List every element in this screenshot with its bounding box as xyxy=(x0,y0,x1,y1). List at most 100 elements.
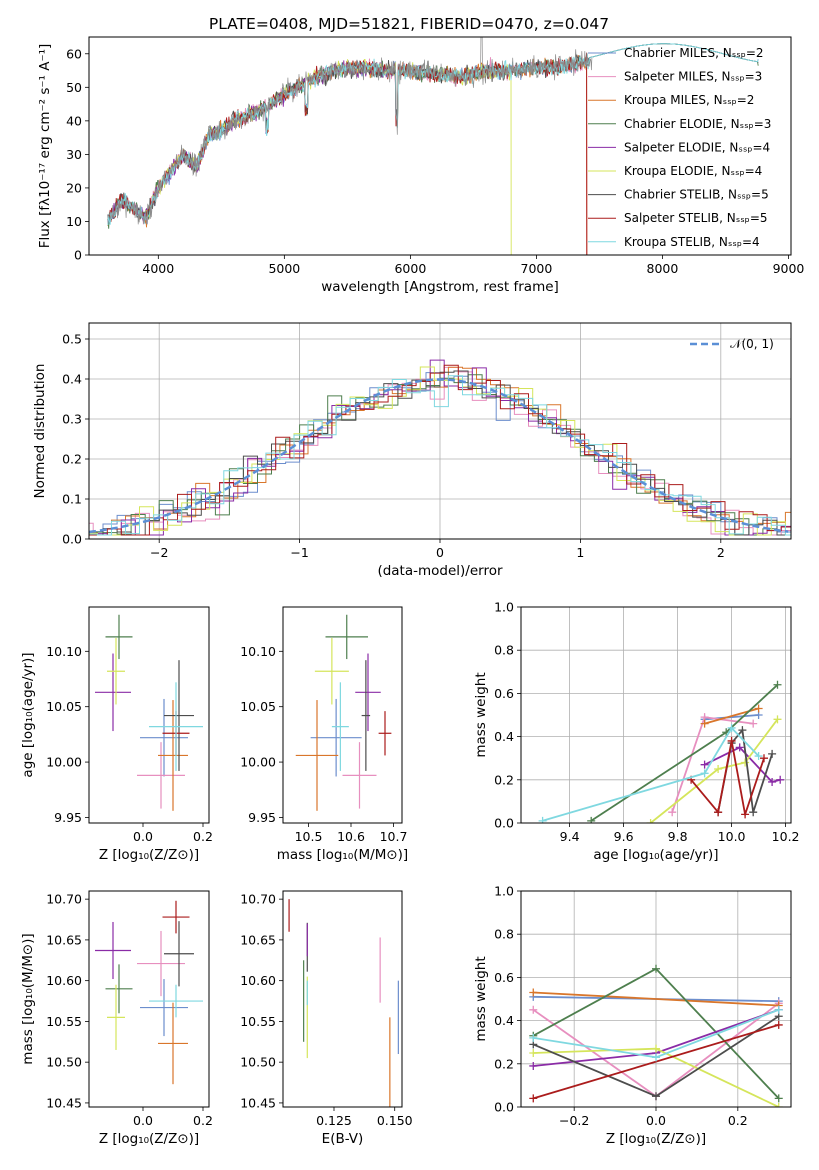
weight-marker xyxy=(768,749,777,758)
y-tick-label: 10.45 xyxy=(46,1095,82,1110)
x-axis-label: wavelength [Angstrom, rest frame] xyxy=(321,279,559,295)
y-tick-label: 10 xyxy=(66,214,82,229)
legend-label: Kroupa ELODIE, Nₛₛₚ=4 xyxy=(624,164,762,178)
chart-title: PLATE=0408, MJD=51821, FIBERID=0470, z=0… xyxy=(209,15,609,33)
y-tick-label: 50 xyxy=(66,80,82,95)
y-tick-label: 10.65 xyxy=(46,932,82,947)
axes-frame xyxy=(520,890,792,1108)
x-tick-label: 9.6 xyxy=(614,829,634,844)
x-tick-label: 10.5 xyxy=(295,829,323,844)
observed-spectrum xyxy=(107,37,593,225)
weight-marker xyxy=(700,719,709,728)
y-tick-label: 10.70 xyxy=(240,892,276,907)
x-tick-label: 2 xyxy=(717,545,725,560)
weight-marker xyxy=(774,1020,783,1029)
panel-mass_vs_ebv: 0.125 0.150 10.45 10.50 10.55 10.60 10.65 10.70… xyxy=(240,890,413,1147)
legend-label: Chabrier STELIB, Nₛₛₚ=5 xyxy=(624,188,769,202)
error-bars xyxy=(95,614,203,811)
y-tick-label: 0.0 xyxy=(62,532,82,547)
x-tick-label: 0.0 xyxy=(133,829,153,844)
x-axis-label: E(B-V) xyxy=(322,1131,364,1147)
y-tick-label: 0.4 xyxy=(494,729,514,744)
weight-marker xyxy=(774,1103,783,1107)
y-axis-label: mass [log₁₀(M/M⊙)] xyxy=(20,933,36,1064)
weight-marker xyxy=(529,1094,538,1103)
y-tick-label: 10.45 xyxy=(240,1095,276,1110)
weight-marker xyxy=(754,752,763,761)
y-tick-label: 0.4 xyxy=(494,1013,514,1028)
weight-marker xyxy=(727,723,736,732)
x-tick-label: 9000 xyxy=(773,261,805,276)
error-bars xyxy=(288,899,399,1107)
x-tick-label: 0.150 xyxy=(377,1113,413,1128)
y-axis-label: Normed distribution xyxy=(32,364,48,499)
weight-marker xyxy=(529,1061,538,1070)
histogram-salpeter-stelib xyxy=(89,364,791,536)
weight-line-kroupa-miles xyxy=(533,991,779,1007)
y-tick-label: 0.2 xyxy=(494,772,514,787)
weight-line-salpeter-elodie xyxy=(704,746,781,784)
x-tick-label: 10.7 xyxy=(380,829,408,844)
y-tick-label: 0.0 xyxy=(494,816,514,831)
y-tick-label: 10.00 xyxy=(46,755,82,770)
weight-marker xyxy=(529,988,538,997)
y-tick-label: 0.3 xyxy=(62,412,82,427)
weight-marker xyxy=(735,743,744,752)
legend-label: Chabrier MILES, Nₛₛₚ=2 xyxy=(624,46,764,60)
x-tick-label: −1 xyxy=(290,545,308,560)
y-tick-label: 0.1 xyxy=(62,492,82,507)
weight-marker xyxy=(773,715,782,724)
x-tick-label: 0 xyxy=(436,545,444,560)
panel-mass_vs_Z: 0.0 0.2 10.45 10.50 10.55 10.60 10.65 10.70 Z [l… xyxy=(20,890,213,1147)
model-spectrum-kroupa-miles xyxy=(107,54,588,255)
axes-frame xyxy=(88,890,210,1108)
weight-marker xyxy=(727,736,736,745)
legend-label: Salpeter MILES, Nₛₛₚ=3 xyxy=(624,70,762,84)
weight-marker xyxy=(760,754,768,763)
y-tick-label: 0.5 xyxy=(62,332,82,347)
axes-frame xyxy=(282,890,403,1108)
axes-frame xyxy=(88,36,792,256)
weight-marker xyxy=(529,1049,538,1057)
weight-marker xyxy=(652,1044,660,1053)
x-tick-label: 10.2 xyxy=(772,829,800,844)
x-tick-label: 0.0 xyxy=(133,1113,153,1128)
weight-marker xyxy=(774,1005,783,1014)
y-tick-label: 20 xyxy=(66,180,82,195)
y-tick-label: 0 xyxy=(74,248,82,263)
x-tick-label: −2 xyxy=(150,545,168,560)
y-tick-label: 10.55 xyxy=(46,1014,82,1029)
weight-line-kroupa-elodie xyxy=(650,718,779,823)
axes-frame xyxy=(88,606,210,824)
x-tick-label: 5000 xyxy=(268,261,300,276)
legend-label: Salpeter ELODIE, Nₛₛₚ=4 xyxy=(624,140,770,154)
y-tick-label: 40 xyxy=(66,113,82,128)
x-tick-label: 0.125 xyxy=(316,1113,352,1128)
x-tick-label: 1 xyxy=(576,545,584,560)
weight-marker xyxy=(529,1005,538,1014)
y-tick-label: 60 xyxy=(66,46,82,61)
y-axis-label: Flux [fλ10⁻¹⁷ erg cm⁻² s⁻¹ A⁻¹] xyxy=(37,44,53,249)
weight-marker xyxy=(738,726,747,735)
x-tick-label: 0.2 xyxy=(728,1113,748,1128)
error-bars xyxy=(95,900,203,1085)
y-tick-label: 9.95 xyxy=(248,810,276,825)
x-tick-label: −0.2 xyxy=(559,1113,589,1128)
y-tick-label: 0.6 xyxy=(494,686,514,701)
weight-line-kroupa-stelib xyxy=(542,726,760,822)
x-axis-label: mass [log₁₀(M/M⊙)] xyxy=(277,847,408,863)
x-axis-label: Z [log₁₀(Z/Z⊙)] xyxy=(99,847,199,863)
x-axis-label: (data-model)/error xyxy=(377,563,503,579)
weight-marker xyxy=(754,704,763,713)
x-tick-label: 10.0 xyxy=(718,829,746,844)
weight-marker xyxy=(768,777,777,786)
x-tick-label: 9.8 xyxy=(668,829,688,844)
histogram-kroupa-stelib xyxy=(89,375,791,536)
weight-marker xyxy=(741,758,750,767)
weight-marker xyxy=(652,1092,660,1101)
weight-marker xyxy=(587,816,596,823)
axes-frame xyxy=(282,606,403,824)
x-tick-label: 0.2 xyxy=(193,1113,213,1128)
y-tick-label: 10.50 xyxy=(46,1055,82,1070)
